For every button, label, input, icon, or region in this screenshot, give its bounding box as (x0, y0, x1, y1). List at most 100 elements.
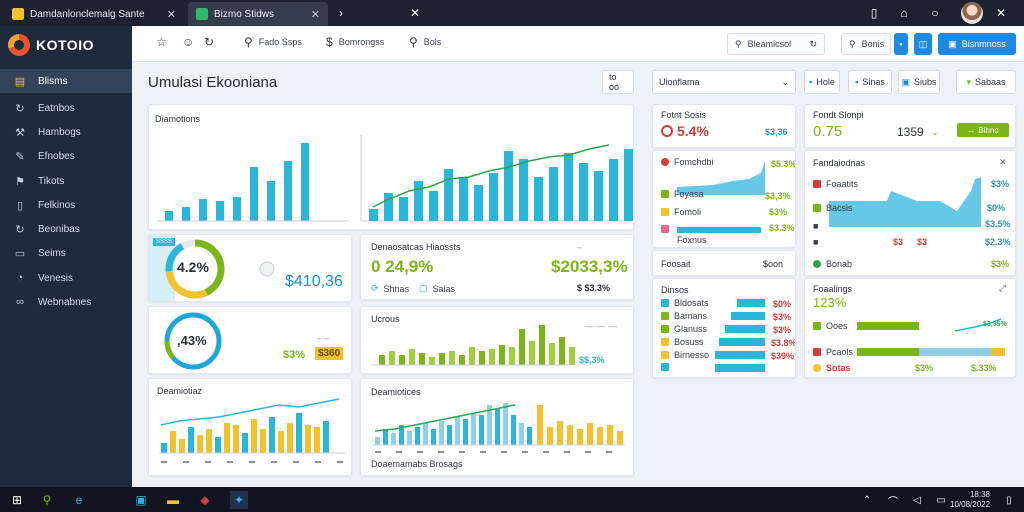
bar (314, 427, 320, 453)
row-label: Fomoli (674, 207, 702, 217)
primary-button[interactable]: ▣ Bisnmnoss (938, 33, 1016, 55)
sidebar-item-venesis[interactable]: ◔ Venesis (0, 266, 132, 290)
sidebar-item-hambogs[interactable]: ⚒ Hambogs (0, 120, 132, 144)
sidebar-item-efnobes[interactable]: ✎ Efnobes (0, 144, 132, 168)
dropdown[interactable]: Uionflama ⌄ (652, 70, 796, 94)
search-icon[interactable]: ⚲ (42, 493, 52, 507)
folder-icon[interactable]: ▬ (167, 493, 179, 507)
settings-icon[interactable]: ○ (931, 6, 939, 20)
sidebar-item-tikots[interactable]: ⚑ Tikots (0, 169, 132, 193)
pin-icon[interactable]: ⤢ (999, 283, 1007, 293)
list-row[interactable]: Ooes (813, 321, 848, 331)
refresh-icon[interactable]: ↻ (204, 35, 215, 49)
list-row[interactable]: Bosuss (661, 337, 704, 347)
row-icon (661, 312, 669, 320)
notification-icon[interactable]: ⌃ (862, 494, 872, 506)
bar (597, 427, 603, 445)
list-row[interactable]: Foaatits (813, 179, 858, 189)
network-icon[interactable]: ⌒ (888, 496, 898, 508)
list-row[interactable]: Foyasa (661, 189, 704, 199)
sidebar-item-blisms[interactable]: ▤ Blisms (0, 69, 132, 93)
kpi-button[interactable]: → Bihno (957, 123, 1009, 137)
list-row[interactable]: Birnesso (661, 350, 709, 360)
list-row[interactable]: Glanuss (661, 324, 707, 334)
browser-edge-icon[interactable]: e (75, 493, 83, 507)
home-icon[interactable]: ⌂ (900, 6, 908, 20)
close-window-icon[interactable]: ✕ (995, 6, 1007, 20)
close-icon[interactable]: ✕ (999, 157, 1007, 167)
list-row[interactable]: Bacsis (813, 203, 853, 213)
tool-button[interactable]: $ Bomrongss (326, 35, 384, 49)
bar (527, 427, 532, 445)
kpi-link[interactable]: ▢ Saias (419, 283, 455, 294)
list-extra: $5.3% (771, 159, 796, 169)
bar (399, 355, 405, 365)
bar (431, 429, 436, 445)
search-box[interactable]: ⚲ Bleamicsol ↻ (727, 33, 825, 55)
tab-label: Damdanlonclemalg Sante (30, 8, 145, 20)
kpi-link[interactable]: ⟳ Shnas (371, 283, 409, 294)
system-clock[interactable]: 18:38 10/08/2022 (950, 490, 990, 510)
volume-icon[interactable]: ◁ (913, 494, 921, 506)
brand[interactable]: KOTOIO (8, 34, 94, 56)
language-icon[interactable]: ▭ (936, 494, 946, 506)
kpi-card-a2: Foosait $oon (652, 250, 796, 276)
find-box[interactable]: ⚲ Bonis (841, 33, 891, 55)
bar (267, 181, 275, 221)
profile-icon[interactable]: ▯ (870, 6, 878, 20)
list-row[interactable]: Pcaols (813, 347, 853, 357)
tool-button[interactable]: ⚲ Fado Ssps (244, 35, 302, 49)
browser-tab-active[interactable]: Bizmo Stidws ✕ (188, 2, 328, 26)
status-icon (661, 125, 673, 137)
view-button-sinas[interactable]: ▪ Sinas (848, 70, 892, 94)
close-icon[interactable]: ✕ (166, 8, 176, 21)
view-button-hole[interactable]: ▪ Hole (804, 70, 840, 94)
row-icon (661, 325, 669, 333)
kpi-value-2: 1359 (897, 125, 924, 139)
action-center-icon[interactable]: ▯ (1006, 494, 1012, 506)
combo-chart-mid (373, 403, 625, 453)
sidebar-item-seims[interactable]: ▭ Seims (0, 241, 132, 265)
close-icon[interactable]: ✕ (409, 6, 421, 20)
sidebar-item-eatnbos[interactable]: ↻ Eatnbos (0, 96, 132, 120)
axis-tick (183, 461, 189, 463)
chart-mark: $3 (917, 237, 928, 247)
sidebar-item-webnabnes[interactable]: ∞ Webnabnes (0, 290, 132, 314)
user-icon[interactable]: ☺ (182, 35, 195, 49)
top-toolbar: ☆ ☺ ↻ ⚲ Fado Ssps $ Bomrongss ⚲ Bols ⚲ Blea… (132, 26, 1024, 62)
green-bar-chart (371, 325, 575, 366)
range-button[interactable]: to oo (602, 70, 634, 94)
tool-button[interactable]: ⚲ Bols (409, 35, 441, 49)
link-icon: ⟳ (371, 283, 379, 293)
list-row[interactable]: Bldosats (661, 298, 709, 308)
share-button[interactable]: ◫ (914, 33, 932, 55)
refresh-icon[interactable]: ↻ (809, 38, 817, 49)
ring-dash: – – (317, 333, 330, 343)
app-icon[interactable]: ✦ (230, 491, 248, 509)
sidebar-item-felkinos[interactable]: ▯ Felkinos (0, 193, 132, 217)
tab-scroll-icon[interactable]: › (339, 6, 343, 20)
bar (534, 177, 543, 221)
add-button[interactable]: ▪ (894, 33, 908, 55)
axis-tick (227, 461, 233, 463)
bar (624, 149, 633, 221)
windows-start-icon[interactable]: ⊞ (11, 493, 23, 507)
bar (305, 425, 311, 453)
bar (260, 429, 266, 453)
list-row[interactable]: Bamans (661, 311, 707, 321)
list-row[interactable] (661, 363, 669, 371)
view-button-siubs[interactable]: ▣ Siubs (898, 70, 940, 94)
avatar[interactable] (961, 2, 983, 24)
list-row[interactable] (661, 225, 669, 233)
close-icon[interactable]: ✕ (310, 8, 320, 21)
sidebar-item-label: Hambogs (38, 126, 81, 138)
list-footer: Bonab (813, 259, 852, 269)
list-row[interactable]: Fomoli (661, 207, 701, 217)
store-icon[interactable]: ▣ (135, 493, 147, 507)
shield-icon[interactable]: ◆ (200, 493, 210, 507)
sidebar-item-beonibas[interactable]: ↻ Beonibas (0, 217, 132, 241)
footer-label: Sotas (826, 363, 851, 373)
browser-tab[interactable]: Damdanlonclemalg Sante ✕ (4, 2, 184, 26)
star-icon[interactable]: ☆ (156, 35, 167, 49)
filter-button[interactable]: ▾ Sabaas (956, 70, 1016, 94)
